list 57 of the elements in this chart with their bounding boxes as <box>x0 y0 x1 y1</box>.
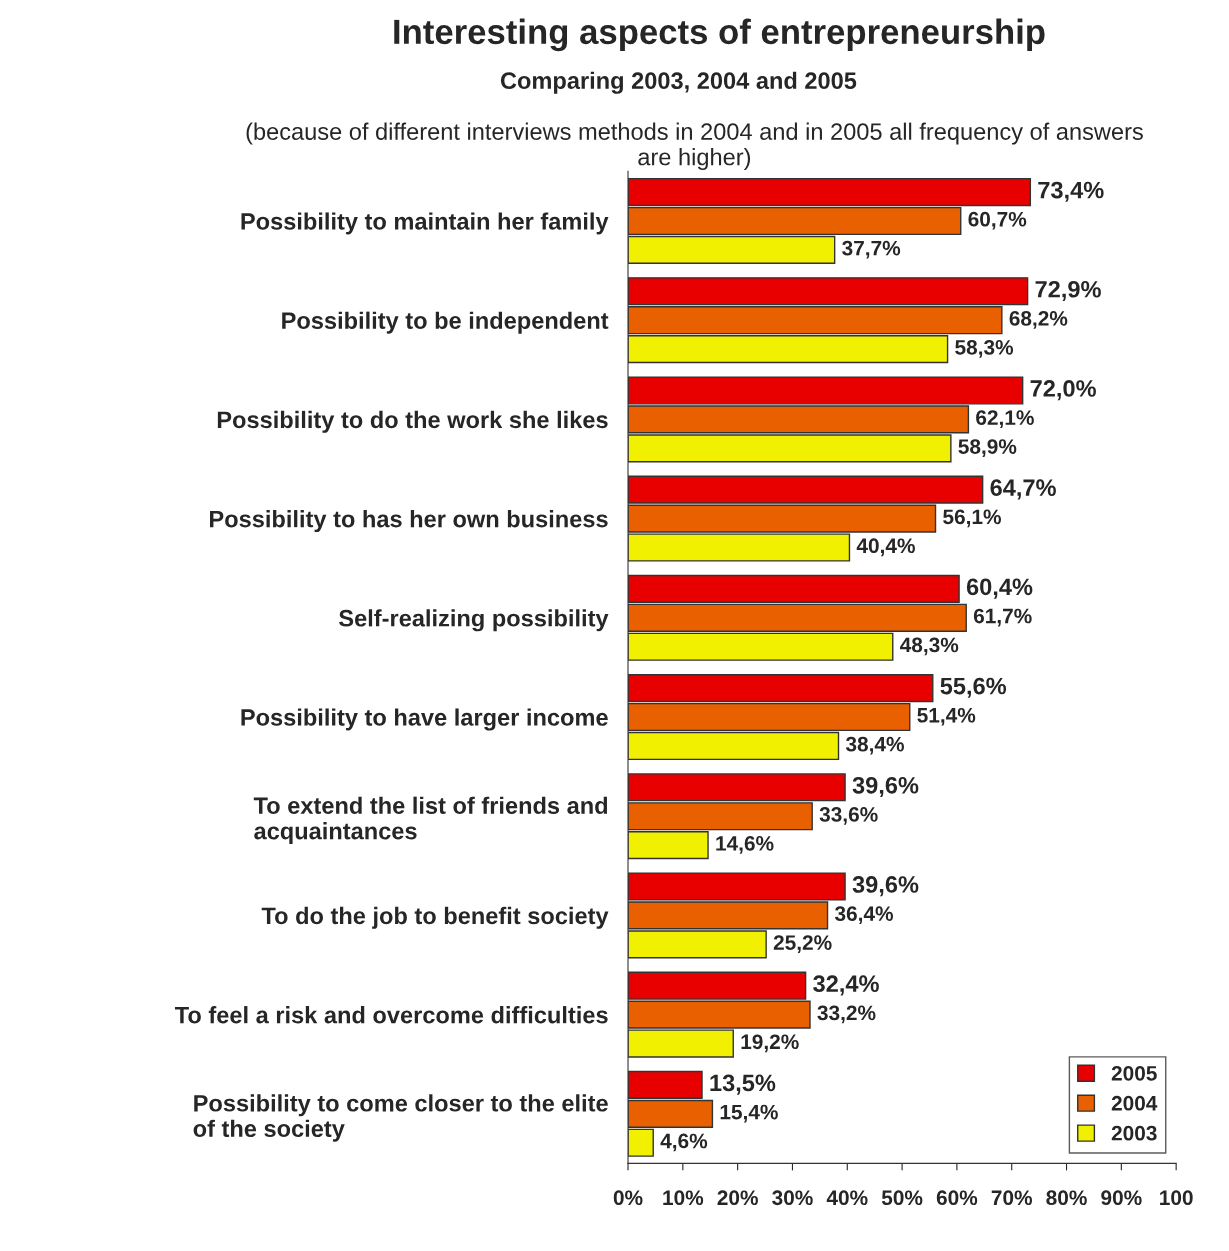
x-tick-label: 50% <box>881 1190 923 1206</box>
data-label: 39,6% <box>852 876 919 897</box>
x-tick-label: 40% <box>826 1190 868 1206</box>
data-label: 14,6% <box>716 835 774 854</box>
legend-label: 2003 <box>1111 1125 1157 1141</box>
data-label: 13,5% <box>710 1074 776 1095</box>
data-label: 25,2% <box>773 935 832 953</box>
legend-label: 2005 <box>1111 1065 1157 1081</box>
y-tick-label: To feel a risk and overcome difficulties <box>174 1006 608 1024</box>
data-label: 51,4% <box>917 707 976 726</box>
text: (because of different interviews methods in 2004 and in 2005 all frequency of answers are higher) <box>246 122 1143 171</box>
chart-subtitle: Comparing 2003, 2004 and 2005 <box>500 71 857 94</box>
y-tick-label: Self-realizing possibility <box>339 609 609 632</box>
data-label: 68,2% <box>1009 311 1068 329</box>
x-tick-label: 80% <box>1046 1190 1087 1206</box>
chart-title: Interesting aspects of entrepreneurship <box>394 18 1045 52</box>
data-label: 58,3% <box>955 339 1014 358</box>
y-tick-label: To extend the list of friends and acquaintances <box>253 796 608 845</box>
y-tick-label: To do the job to benefit society <box>261 906 609 929</box>
x-tick-label: 90% <box>1101 1190 1142 1206</box>
data-label: 32,4% <box>813 975 879 996</box>
data-label: 36,4% <box>834 906 894 925</box>
data-label: 38,4% <box>845 736 904 755</box>
data-label: 73,4% <box>1038 181 1104 202</box>
y-tick-label: Possibility to have larger income <box>241 708 608 731</box>
y-tick-label: Possibility to be independent <box>282 311 609 334</box>
y-tick-label: Possibility to come closer to the elite of the society <box>193 1094 608 1142</box>
data-label: 60,7% <box>968 211 1027 230</box>
x-tick-label: 30% <box>772 1190 813 1206</box>
data-label: 15,4% <box>720 1104 778 1123</box>
legend-label: 2004 <box>1111 1095 1158 1111</box>
data-label: 33,6% <box>819 807 878 825</box>
x-tick-label: 0% <box>613 1190 643 1206</box>
x-tick-label: 10% <box>663 1190 704 1206</box>
x-tick-label: 60% <box>936 1190 978 1206</box>
data-label: 48,3% <box>900 637 959 656</box>
data-label: 33,2% <box>817 1005 876 1024</box>
data-label: 40,4% <box>856 538 915 557</box>
y-tick-label: Possibility to has her own business <box>210 510 608 533</box>
data-label: 56,1% <box>943 509 1001 528</box>
x-tick-label: 20% <box>717 1190 758 1206</box>
y-tick-label: Possibility to do the work she likes <box>217 410 608 433</box>
data-label: 19,2% <box>741 1034 799 1053</box>
x-tick-label: 100 <box>1160 1190 1193 1206</box>
x-tick-label: 70% <box>991 1190 1033 1206</box>
data-label: 72,0% <box>1030 380 1096 401</box>
data-label: 72,9% <box>1035 280 1101 302</box>
data-label: 62,1% <box>976 410 1034 429</box>
data-label: 60,4% <box>966 578 1033 599</box>
data-label: 4,6% <box>660 1133 708 1152</box>
data-label: 39,6% <box>852 776 919 798</box>
data-label: 58,9% <box>958 439 1017 457</box>
y-tick-label: Possibility to maintain her family <box>241 212 609 235</box>
data-label: 64,7% <box>990 479 1056 500</box>
data-label: 55,6% <box>940 677 1007 698</box>
data-label: 61,7% <box>973 608 1032 627</box>
data-label: 37,7% <box>842 240 901 259</box>
